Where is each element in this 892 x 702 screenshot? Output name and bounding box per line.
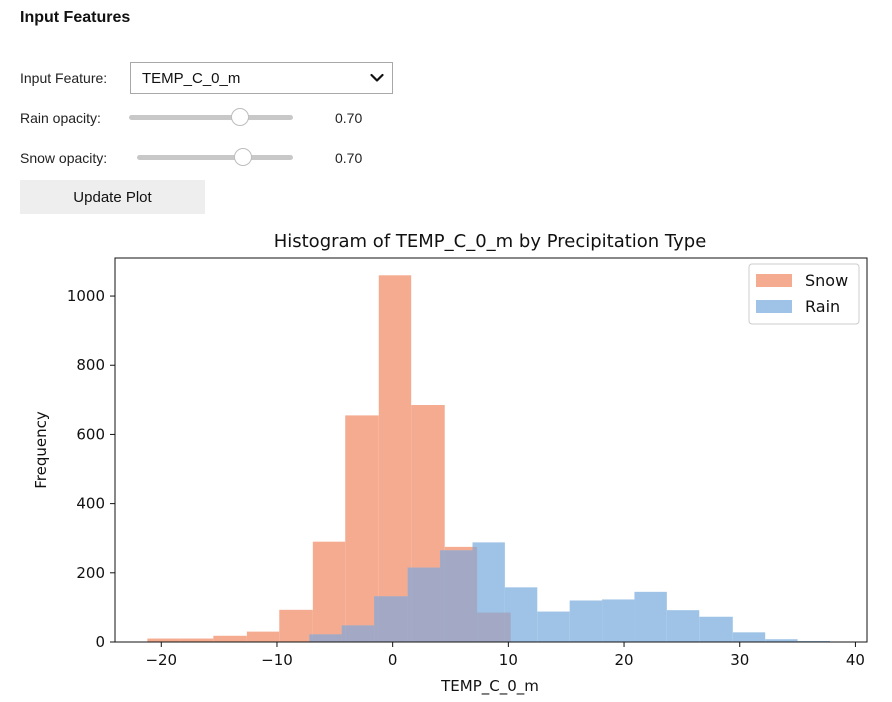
snow-opacity-slider[interactable] bbox=[137, 147, 293, 169]
legend: Snow Rain bbox=[748, 263, 860, 325]
overlap-bar bbox=[345, 625, 375, 642]
overlap-bar bbox=[444, 550, 473, 642]
overlap-bar bbox=[411, 567, 441, 642]
rain-opacity-value: 0.70 bbox=[335, 110, 363, 126]
section-title: Input Features bbox=[20, 9, 131, 26]
x-tick-label: 40 bbox=[846, 651, 865, 669]
x-tick-label: 20 bbox=[614, 651, 633, 669]
rain-bar bbox=[602, 599, 635, 642]
rain-opacity-row: Rain opacity: bbox=[20, 103, 101, 133]
rain-bar bbox=[732, 632, 766, 642]
snow-bar bbox=[246, 631, 280, 642]
y-tick-label: 800 bbox=[76, 356, 105, 374]
snow-opacity-thumb[interactable] bbox=[233, 148, 252, 166]
snow-opacity-track bbox=[137, 155, 293, 160]
overlap-bar bbox=[440, 550, 445, 642]
input-feature-row: Input Feature: bbox=[20, 63, 107, 93]
x-tick-label: −10 bbox=[261, 651, 293, 669]
legend-rain-label: Rain bbox=[805, 297, 840, 316]
overlap-bar bbox=[312, 634, 342, 642]
x-tick-label: −20 bbox=[145, 651, 177, 669]
snow-opacity-value: 0.70 bbox=[335, 150, 363, 166]
overlap-bar bbox=[477, 612, 505, 642]
snow-bar bbox=[279, 609, 313, 642]
rain-bar bbox=[666, 610, 700, 642]
rain-bar bbox=[765, 639, 798, 642]
rain-bar bbox=[634, 591, 667, 642]
snow-opacity-row: Snow opacity: bbox=[20, 143, 107, 173]
x-tick-label: 30 bbox=[730, 651, 749, 669]
update-plot-button[interactable]: Update Plot bbox=[20, 180, 205, 214]
y-tick-label: 1000 bbox=[67, 287, 105, 305]
overlap-bar bbox=[407, 567, 412, 642]
y-axis-label: Frequency bbox=[32, 411, 50, 489]
y-tick-label: 0 bbox=[95, 633, 105, 651]
snow-bar bbox=[180, 638, 214, 642]
y-tick-label: 200 bbox=[76, 564, 105, 582]
x-axis-label: TEMP_C_0_m bbox=[440, 677, 539, 696]
y-tick-label: 400 bbox=[76, 495, 105, 513]
snow-bar bbox=[378, 275, 412, 642]
snow-bar bbox=[147, 638, 181, 642]
plot-frame bbox=[114, 257, 868, 643]
rain-opacity-track bbox=[129, 115, 293, 120]
rain-opacity-slider[interactable] bbox=[129, 107, 293, 129]
input-feature-label: Input Feature: bbox=[20, 70, 108, 86]
overlap-bar bbox=[309, 634, 313, 642]
input-feature-select[interactable]: TEMP_C_0_m bbox=[130, 62, 393, 94]
overlap-bar bbox=[374, 596, 379, 642]
y-axis-ticks: 0 200 400 600 800 1000 bbox=[67, 287, 115, 651]
bars-group bbox=[147, 275, 830, 642]
x-axis-ticks: −20 −10 0 10 20 30 40 bbox=[145, 642, 865, 669]
legend-rain-swatch bbox=[756, 300, 792, 313]
histogram-chart: Histogram of TEMP_C_0_m by Precipitation… bbox=[32, 231, 868, 696]
snow-opacity-label: Snow opacity: bbox=[20, 150, 108, 166]
rain-bar bbox=[699, 616, 733, 642]
rain-opacity-label: Rain opacity: bbox=[20, 110, 101, 126]
chevron-down-icon bbox=[370, 73, 384, 82]
overlap-bar bbox=[504, 612, 511, 642]
rain-opacity-thumb[interactable] bbox=[231, 108, 250, 126]
rain-bar bbox=[537, 611, 570, 642]
y-tick-label: 600 bbox=[76, 425, 105, 443]
x-tick-label: 0 bbox=[388, 651, 398, 669]
rain-bar bbox=[797, 640, 830, 642]
legend-snow-label: Snow bbox=[805, 271, 848, 290]
snow-bar bbox=[345, 415, 379, 642]
legend-snow-swatch bbox=[756, 274, 792, 287]
input-feature-value: TEMP_C_0_m bbox=[142, 69, 241, 87]
rain-bar bbox=[569, 600, 603, 642]
overlap-bar bbox=[378, 596, 408, 642]
overlap-bar bbox=[472, 546, 478, 642]
chart-title: Histogram of TEMP_C_0_m by Precipitation… bbox=[274, 231, 707, 252]
snow-bar bbox=[312, 541, 346, 642]
snow-bar bbox=[213, 635, 247, 642]
x-tick-label: 10 bbox=[499, 651, 518, 669]
overlap-bar bbox=[341, 625, 346, 642]
